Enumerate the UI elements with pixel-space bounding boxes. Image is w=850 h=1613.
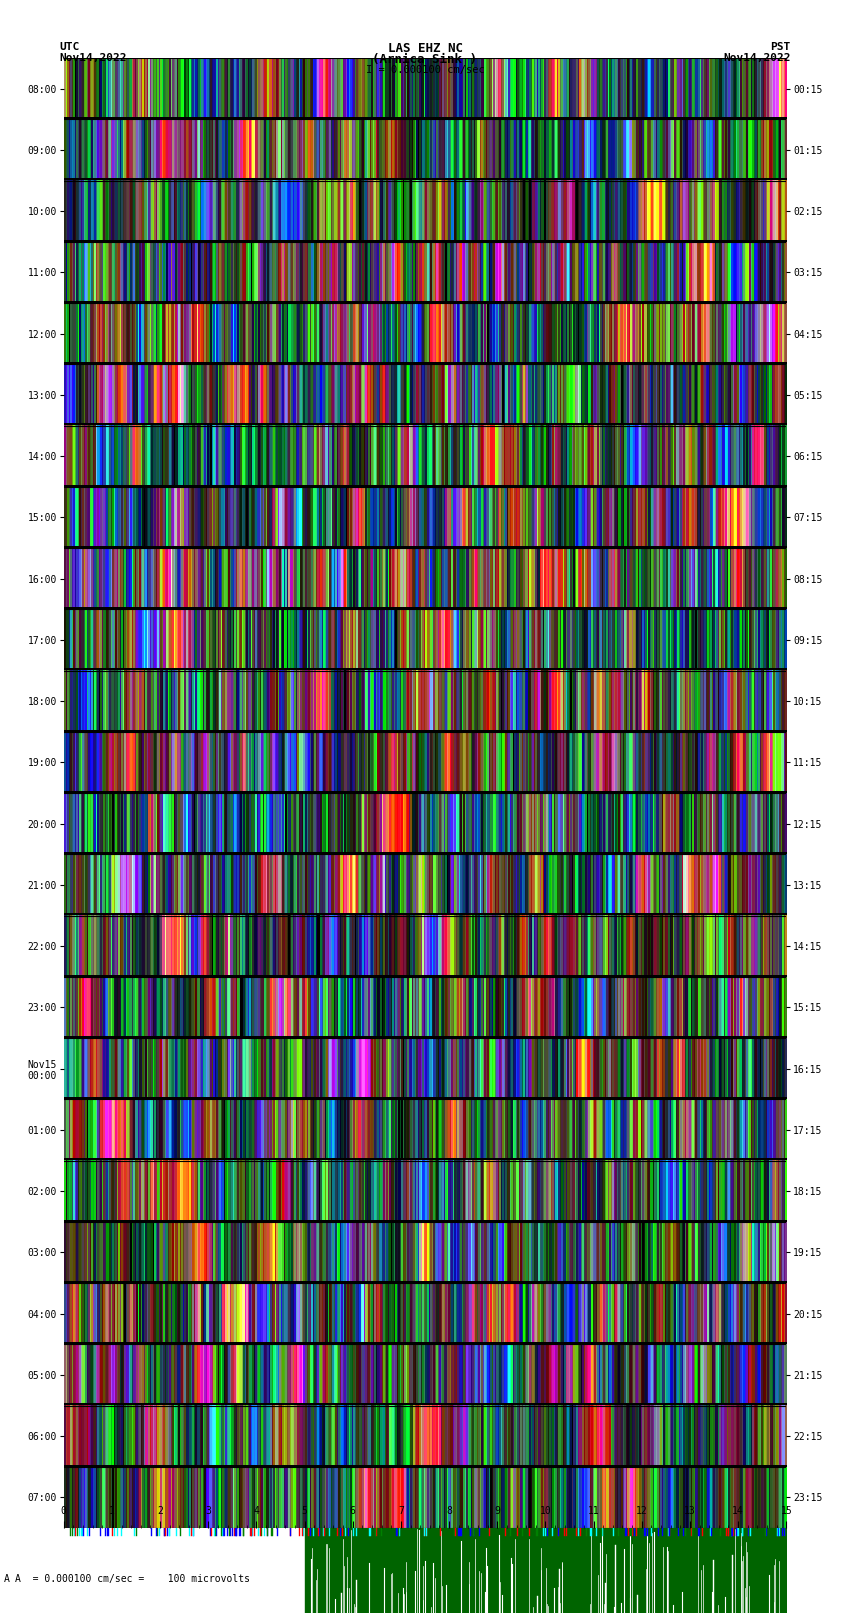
Text: UTC: UTC	[60, 42, 80, 52]
Text: I = 0.000100 cm/sec: I = 0.000100 cm/sec	[366, 65, 484, 74]
Text: Nov14,2022: Nov14,2022	[723, 53, 791, 63]
Text: Nov14,2022: Nov14,2022	[60, 53, 127, 63]
Text: PST: PST	[770, 42, 790, 52]
Text: (Arnica Sink ): (Arnica Sink )	[372, 53, 478, 66]
Text: LAS EHZ NC: LAS EHZ NC	[388, 42, 462, 55]
Text: A  = 0.000100 cm/sec =    100 microvolts: A = 0.000100 cm/sec = 100 microvolts	[15, 1574, 250, 1584]
Text: A: A	[4, 1574, 10, 1584]
